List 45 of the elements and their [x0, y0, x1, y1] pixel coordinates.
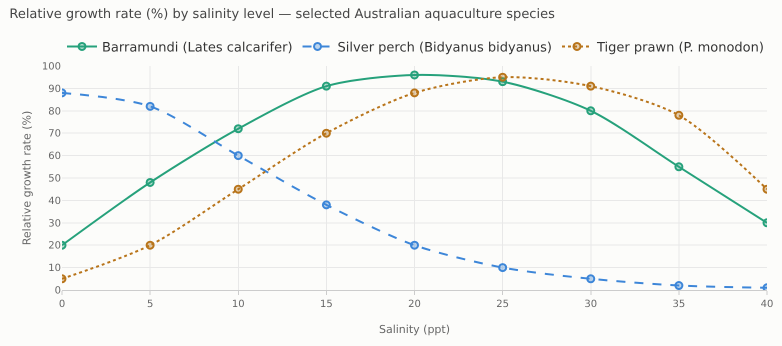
point	[410, 88, 419, 98]
x-tick-label: 20	[408, 299, 421, 310]
x-tick-label: 30	[584, 299, 598, 310]
y-tick-label: 50	[48, 174, 61, 184]
y-tick-label: 70	[48, 128, 61, 140]
x-tick-label: 25	[496, 299, 509, 310]
y-tick-label: 30	[48, 218, 61, 230]
point	[146, 178, 155, 187]
y-axis-title: Relative growth rate (%)	[20, 110, 34, 246]
point	[674, 281, 684, 290]
legend-label: Barramundi (Lates calcarifer)	[102, 40, 293, 56]
x-tick-label: 10	[232, 299, 245, 310]
point	[674, 162, 684, 172]
y-tick-label: 100	[42, 62, 61, 72]
x-tick-label: 40	[760, 299, 774, 310]
point	[234, 124, 243, 134]
point	[322, 82, 331, 91]
point	[586, 274, 596, 284]
y-tick-label: 0	[54, 286, 61, 296]
point	[674, 110, 684, 120]
y-tick-label: 10	[48, 263, 61, 274]
y-tick-label: 80	[48, 106, 61, 118]
point	[234, 184, 243, 194]
x-tick-label: 5	[146, 299, 154, 310]
legend-label: Tiger prawn (P. monodon)	[596, 40, 764, 56]
point	[410, 70, 419, 80]
point	[410, 240, 419, 250]
chart-title: Relative growth rate (%) by salinity level — selected Australian aquaculture species	[9, 6, 556, 22]
x-tick-label: 35	[672, 299, 686, 310]
point	[586, 82, 596, 91]
x-tick-label: 15	[320, 299, 333, 310]
y-tick-label: 40	[48, 196, 61, 207]
point	[146, 102, 155, 111]
x-axis-title: Salinity (ppt)	[378, 323, 450, 336]
point	[498, 263, 508, 272]
legend-label: Silver perch (Bidyanus bidyanus)	[338, 40, 552, 56]
point	[322, 200, 331, 210]
point	[586, 106, 596, 116]
point	[322, 128, 331, 138]
point	[498, 72, 508, 82]
y-tick-label: 20	[48, 240, 61, 252]
point	[234, 151, 243, 160]
y-tick-label: 90	[48, 84, 61, 95]
y-tick-label: 60	[48, 151, 61, 162]
point	[146, 240, 155, 250]
